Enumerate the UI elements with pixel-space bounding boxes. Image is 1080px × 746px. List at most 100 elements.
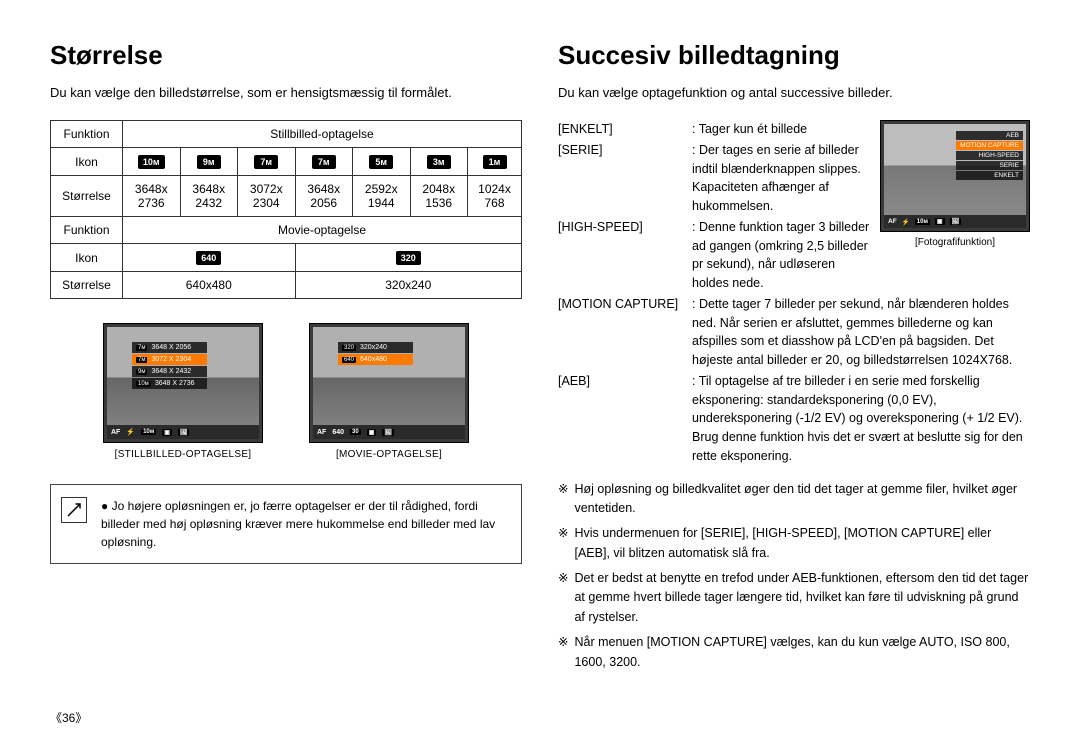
thumb-bar: AF⚡10ᴍ▣🖼 (107, 425, 259, 439)
thumb-menu-item: ENKELT (956, 171, 1023, 180)
thumb-bar: AF64030▣🖼 (313, 425, 465, 439)
thumb-label: [Fotografifunktion] (880, 237, 1030, 248)
bar-item: ▣ (367, 429, 377, 436)
cell: Stillbilled-optagelse (123, 121, 522, 148)
thumb-menu-item: SERIE (956, 161, 1023, 170)
right-title: Succesiv billedtagning (558, 40, 1030, 71)
def-text: : Denne funktion tager 3 billeder ad gan… (692, 218, 872, 293)
bar-item: 🖼 (178, 429, 190, 436)
row-label: Størrelse (51, 176, 123, 217)
table-row: Størrelse 640x480 320x240 (51, 272, 522, 299)
cell: 3648x 2056 (295, 176, 353, 217)
right-column: Succesiv billedtagning Du kan vælge opta… (558, 40, 1030, 678)
table-row: Ikon 640 320 (51, 244, 522, 272)
movie-thumb: 320320x240640640x480 AF64030▣🖼 (309, 323, 469, 443)
bar-item: AF (888, 218, 897, 225)
thumb-menu: 320320x240640640x480 (338, 342, 413, 365)
thumb-menu-item: 9ᴍ3648 X 2432 (132, 366, 207, 377)
bullet-symbol: ※ (558, 524, 568, 563)
cell: 3648x 2736 (123, 176, 181, 217)
bar-item: 640 (332, 429, 344, 436)
bar-item: 10ᴍ (141, 429, 156, 435)
left-intro: Du kan vælge den billedstørrelse, som er… (50, 85, 522, 100)
def-row: [HIGH-SPEED]: Denne funktion tager 3 bil… (558, 218, 872, 293)
table-row: Ikon 10ᴍ 9ᴍ 7ᴍ 7ᴍ 5ᴍ 3ᴍ 1ᴍ (51, 148, 522, 176)
thumb-menu-item: AEB (956, 131, 1023, 140)
right-thumb-wrap: AEBMOTION CAPTUREHIGH-SPEEDSERIEENKELT A… (880, 120, 1030, 248)
row-label: Størrelse (51, 272, 123, 299)
bar-item: ▣ (162, 429, 172, 436)
def-text: : Tager kun ét billede (692, 120, 872, 139)
bullet-text: Høj opløsning og billedkvalitet øger den… (574, 480, 1030, 519)
bar-item: 10ᴍ (915, 219, 930, 225)
movie-thumb-wrap: 320320x240640640x480 AF64030▣🖼 [MOVIE-OP… (309, 323, 469, 460)
table-row: Størrelse 3648x 2736 3648x 2432 3072x 23… (51, 176, 522, 217)
bar-item: 🖼 (382, 429, 394, 436)
bar-item: ⚡ (902, 218, 910, 226)
cell: 1024x 768 (468, 176, 522, 217)
cell: Movie-optagelse (123, 217, 522, 244)
def-text: : Til optagelse af tre billeder i en ser… (692, 372, 1030, 466)
note-icon (61, 497, 87, 523)
bar-item: ⚡ (126, 428, 135, 436)
cell: 2048x 1536 (410, 176, 468, 217)
cell: 3072x 2304 (238, 176, 296, 217)
thumb-label: [STILLBILLED-OPTAGELSE] (103, 449, 263, 460)
bar-item: 🖼 (950, 218, 962, 225)
bullet-text: Når menuen [MOTION CAPTURE] vælges, kan … (574, 633, 1030, 672)
bullet-row: ※Når menuen [MOTION CAPTURE] vælges, kan… (558, 633, 1030, 672)
thumb-menu-item: 10ᴍ3648 X 2736 (132, 378, 207, 389)
def-term: [SERIE] (558, 141, 692, 216)
def-term: [AEB] (558, 372, 692, 466)
thumb-label: [MOVIE-OPTAGELSE] (309, 449, 469, 460)
bullet-text: Hvis undermenuen for [SERIE], [HIGH-SPEE… (574, 524, 1030, 563)
page-number: 《36》 (50, 709, 87, 726)
note-box: ● Jo højere opløsningen er, jo færre opt… (50, 484, 522, 564)
bar-item: 30 (350, 429, 361, 435)
size-icon: 320 (396, 251, 421, 265)
row-label: Funktion (51, 121, 123, 148)
def-row: [SERIE]: Der tages en serie af billeder … (558, 141, 872, 216)
def-term: [HIGH-SPEED] (558, 218, 692, 293)
size-icon: 10ᴍ (138, 155, 165, 169)
bullet-symbol: ※ (558, 569, 568, 627)
cell: 3648x 2432 (180, 176, 238, 217)
thumb-bar: AF ⚡ 10ᴍ ▣ 🖼 (884, 215, 1026, 228)
note-text: ● Jo højere opløsningen er, jo færre opt… (101, 497, 507, 551)
size-icon: 5ᴍ (369, 155, 393, 169)
def-row: [ENKELT]: Tager kun ét billede (558, 120, 872, 139)
row-label: Funktion (51, 217, 123, 244)
thumb-menu: 7ᴍ3648 X 20567ᴍ3072 X 23049ᴍ3648 X 24321… (132, 342, 207, 389)
size-icon: 1ᴍ (483, 155, 507, 169)
row-label: Ikon (51, 148, 123, 176)
thumb-menu-item: 640640x480 (338, 354, 413, 365)
cell: 2592x 1944 (353, 176, 411, 217)
def-term: [ENKELT] (558, 120, 692, 139)
thumbnails-row: 7ᴍ3648 X 20567ᴍ3072 X 23049ᴍ3648 X 24321… (50, 323, 522, 460)
size-icon: 640 (196, 251, 221, 265)
still-thumb-wrap: 7ᴍ3648 X 20567ᴍ3072 X 23049ᴍ3648 X 24321… (103, 323, 263, 460)
def-text: : Der tages en serie af billeder indtil … (692, 141, 872, 216)
row-label: Ikon (51, 244, 123, 272)
table-row: Funktion Movie-optagelse (51, 217, 522, 244)
thumb-menu: AEBMOTION CAPTUREHIGH-SPEEDSERIEENKELT (956, 131, 1023, 180)
bullet-row: ※Hvis undermenuen for [SERIE], [HIGH-SPE… (558, 524, 1030, 563)
size-icon: 7ᴍ (254, 155, 278, 169)
cell: 320x240 (295, 272, 522, 299)
def-row: [AEB]: Til optagelse af tre billeder i e… (558, 372, 1030, 466)
table-row: Funktion Stillbilled-optagelse (51, 121, 522, 148)
cell: 640x480 (123, 272, 296, 299)
bar-item: ▣ (935, 218, 945, 225)
bullet-row: ※Høj opløsning og billedkvalitet øger de… (558, 480, 1030, 519)
thumb-menu-item: 320320x240 (338, 342, 413, 353)
left-column: Størrelse Du kan vælge den billedstørrel… (50, 40, 522, 678)
thumb-menu-item: 7ᴍ3072 X 2304 (132, 354, 207, 365)
bullet-symbol: ※ (558, 633, 568, 672)
right-thumb: AEBMOTION CAPTUREHIGH-SPEEDSERIEENKELT A… (880, 120, 1030, 232)
right-intro: Du kan vælge optagefunktion og antal suc… (558, 85, 1030, 100)
still-thumb: 7ᴍ3648 X 20567ᴍ3072 X 23049ᴍ3648 X 24321… (103, 323, 263, 443)
thumb-menu-item: 7ᴍ3648 X 2056 (132, 342, 207, 353)
left-title: Størrelse (50, 40, 522, 71)
def-row: [MOTION CAPTURE]: Dette tager 7 billeder… (558, 295, 1030, 370)
size-table: Funktion Stillbilled-optagelse Ikon 10ᴍ … (50, 120, 522, 299)
